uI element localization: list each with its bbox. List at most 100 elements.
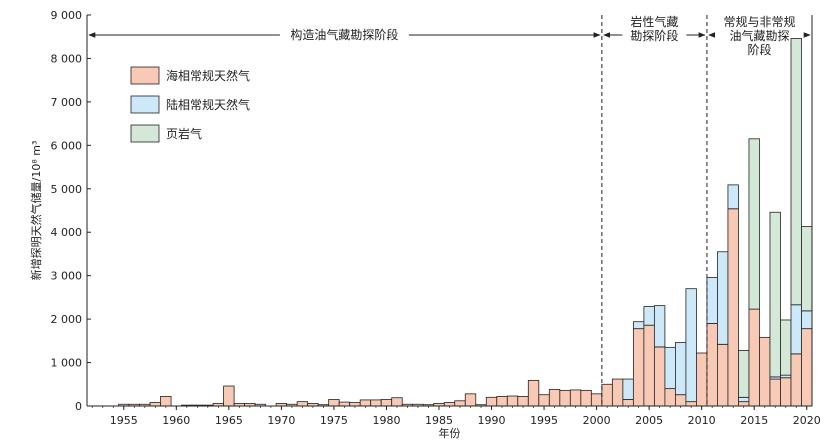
- y-tick-label: 9 000: [51, 9, 83, 22]
- bar-1977-series-0: [349, 402, 361, 407]
- bar-1978-series-0: [359, 399, 372, 407]
- legend-swatch-0: [130, 66, 160, 85]
- bar-1959-series-0: [160, 396, 172, 407]
- y-axis-title: 新增探明天然气储量/10⁸ m³: [29, 141, 43, 281]
- y-tick-label: 5 000: [51, 183, 83, 196]
- bar-1965-series-0: [223, 385, 235, 407]
- bar-1990-series-0: [485, 396, 498, 407]
- phase-boundaries: 构造油气藏勘探阶段 岩性气藏勘探阶段 常规与非常规油气藏勘探阶段: [88, 14, 811, 406]
- y-tick-label: 7 000: [51, 96, 83, 109]
- x-tick-label: 1995: [530, 414, 558, 427]
- x-tick-label: 2020: [793, 414, 821, 427]
- x-tick-label: 1990: [478, 414, 506, 427]
- bar-1991-series-0: [496, 396, 508, 407]
- bar-2007-series-0: [664, 388, 676, 407]
- y-tick-label: 2 000: [51, 313, 83, 326]
- bar-1976-series-0: [338, 401, 351, 407]
- bar-1998-series-0: [569, 389, 582, 407]
- bar-1995-series-0: [538, 394, 550, 407]
- x-axis-title: 年份: [439, 426, 461, 440]
- bar-2008-series-1: [675, 342, 687, 396]
- y-tick-label: 1 000: [51, 357, 83, 370]
- x-tick-label: 1970: [267, 414, 295, 427]
- legend-label-0: 海相常规天然气: [166, 68, 250, 83]
- bar-2002-series-0: [611, 378, 624, 407]
- bar-2019-series-1: [790, 304, 802, 355]
- bar-2006-series-0: [653, 346, 666, 407]
- bar-1994-series-0: [527, 379, 540, 407]
- bar-2012-series-0: [717, 343, 729, 407]
- x-tick-label: 1975: [320, 414, 348, 427]
- bar-1987-series-0: [454, 400, 466, 407]
- legend-label-2: 页岩气: [166, 126, 202, 141]
- bar-2019-series-0: [790, 353, 802, 407]
- x-tick-label: 2015: [740, 414, 768, 427]
- legend-swatch-1: [130, 95, 160, 114]
- bar-1986-series-0: [443, 402, 456, 407]
- y-tick-label: 4 000: [51, 226, 83, 239]
- bar-2011-series-0: [706, 323, 718, 407]
- axes: 0 1 000 2 000 3 000 4 000 5 000 6 000 7 000 8 00…: [51, 9, 821, 427]
- bar-2014-series-1: [738, 396, 750, 403]
- bar-2014-series-2: [738, 349, 750, 398]
- bar-2011-series-1: [706, 276, 718, 324]
- bar-2001-series-0: [601, 383, 613, 407]
- bar-2008-series-0: [675, 394, 687, 407]
- x-tick-label: 1955: [110, 414, 138, 427]
- legend-label-1: 陆相常规天然气: [166, 97, 250, 112]
- bar-2015-series-2: [748, 138, 760, 310]
- y-tick-label: 6 000: [51, 139, 83, 152]
- bar-1999-series-0: [580, 389, 592, 407]
- bar-1993-series-0: [517, 396, 529, 407]
- bar-2006-series-1: [653, 305, 666, 348]
- x-tick-label: 1980: [372, 414, 400, 427]
- phase-label: 构造油气藏勘探阶段: [290, 27, 398, 42]
- bar-2004-series-1: [632, 321, 645, 330]
- bar-2017-series-0: [769, 378, 781, 407]
- bar-1975-series-0: [328, 399, 340, 407]
- bar-2020-series-1: [801, 310, 813, 330]
- bar-2015-series-0: [748, 308, 760, 407]
- bar-2017-series-2: [769, 211, 781, 378]
- bar-2013-series-0: [727, 208, 739, 407]
- bar-1997-series-0: [559, 389, 571, 407]
- bar-1981-series-0: [391, 397, 403, 407]
- bar-1992-series-0: [506, 395, 519, 407]
- bar-2020-series-2: [801, 226, 813, 312]
- bar-2005-series-1: [643, 306, 655, 326]
- bar-2018-series-2: [780, 319, 792, 376]
- bar-2016-series-0: [759, 336, 771, 407]
- bar-1988-series-0: [464, 393, 477, 407]
- bar-2000-series-0: [590, 393, 603, 407]
- bar-2009-series-1: [685, 288, 697, 403]
- phase-label: 岩性气藏勘探阶段: [630, 14, 678, 43]
- y-tick-label: 3 000: [51, 270, 83, 283]
- bar-1996-series-0: [548, 389, 561, 407]
- bar-2014-series-0: [738, 401, 750, 407]
- bar-1979-series-0: [370, 399, 382, 407]
- phase-label: 常规与非常规油气藏勘探阶段: [723, 14, 795, 57]
- bar-1980-series-0: [380, 399, 393, 407]
- bar-1958-series-0: [149, 402, 161, 407]
- bar-2019-series-2: [790, 38, 802, 306]
- x-tick-label: 1985: [425, 414, 453, 427]
- bar-2012-series-1: [717, 251, 729, 345]
- bar-2003-series-0: [622, 399, 634, 407]
- bar-2009-series-0: [685, 401, 697, 407]
- bar-1972-series-0: [296, 401, 309, 407]
- x-tick-label: 2005: [635, 414, 663, 427]
- bar-2004-series-0: [632, 328, 645, 407]
- bar-2007-series-1: [664, 346, 676, 390]
- bar-2005-series-0: [643, 324, 655, 407]
- bar-2020-series-0: [801, 328, 813, 407]
- x-tick-label: 2000: [583, 414, 611, 427]
- legend-swatch-2: [130, 124, 160, 143]
- bar-2003-series-1: [622, 378, 634, 400]
- y-tick-label: 8 000: [51, 52, 83, 65]
- bar-2018-series-0: [780, 377, 792, 407]
- bar-2013-series-1: [727, 184, 739, 210]
- bars-layer: [118, 38, 813, 407]
- x-tick-label: 2010: [688, 414, 716, 427]
